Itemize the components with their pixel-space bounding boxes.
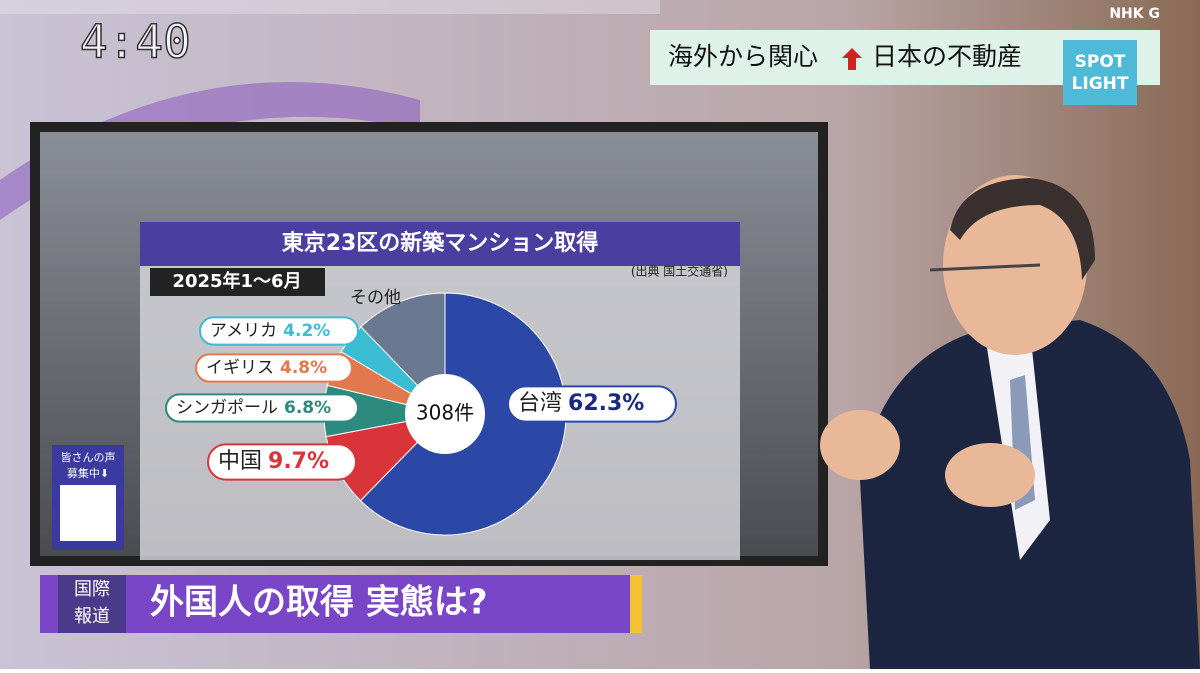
- qr-caption: 募集中⬇: [67, 466, 109, 480]
- qr-caption: 皆さんの声: [61, 450, 116, 464]
- segment-tag-text: 報道: [74, 606, 110, 627]
- category-label: 台湾: [518, 391, 562, 416]
- center-label: 308件: [416, 401, 474, 425]
- chart-title: 東京23区の新築マンション取得: [282, 230, 599, 256]
- qr-code[interactable]: [60, 485, 116, 541]
- clock: 4:40: [80, 15, 191, 69]
- value-label: 4.8%: [280, 358, 327, 378]
- decor: [0, 0, 660, 14]
- label-box: [207, 443, 357, 481]
- category-label: その他: [350, 288, 401, 308]
- badge: [1063, 40, 1137, 105]
- presenter: [820, 175, 1200, 669]
- lower-third: [40, 575, 642, 633]
- label-box: [195, 353, 353, 383]
- subtitle-box: [150, 268, 325, 296]
- segment-tag-text: 国際: [74, 579, 110, 600]
- decor: [0, 82, 420, 220]
- label-box: [165, 393, 359, 423]
- up-arrow-icon: [842, 48, 862, 70]
- value-label: 6.8%: [284, 398, 331, 418]
- lower-third-text: 外国人の取得 実態は?: [150, 583, 488, 623]
- badge-text: LIGHT: [1072, 74, 1129, 94]
- value-label: 9.7%: [268, 449, 329, 474]
- value-label: 4.2%: [283, 321, 330, 341]
- donut-hole: [405, 374, 485, 454]
- label-box: [199, 316, 359, 346]
- category-label: アメリカ: [210, 321, 277, 341]
- category-label: シンガポール: [176, 398, 278, 418]
- category-label: 中国: [218, 449, 262, 474]
- segment-tag: [58, 575, 126, 633]
- label-box: [507, 385, 677, 423]
- channel-logo: NHK G: [1109, 6, 1160, 22]
- chart-title-bar: [140, 222, 740, 266]
- lower-third-accent: [630, 575, 642, 633]
- headline: 日本の不動産: [872, 42, 1022, 71]
- category-label: イギリス: [206, 358, 274, 378]
- headline: 海外から関心: [668, 42, 818, 71]
- chart-source: (出典 国土交通省): [631, 264, 728, 279]
- chart-subtitle: 2025年1〜6月: [172, 270, 301, 292]
- value-label: 62.3%: [568, 391, 644, 416]
- badge-text: SPOT: [1075, 52, 1126, 72]
